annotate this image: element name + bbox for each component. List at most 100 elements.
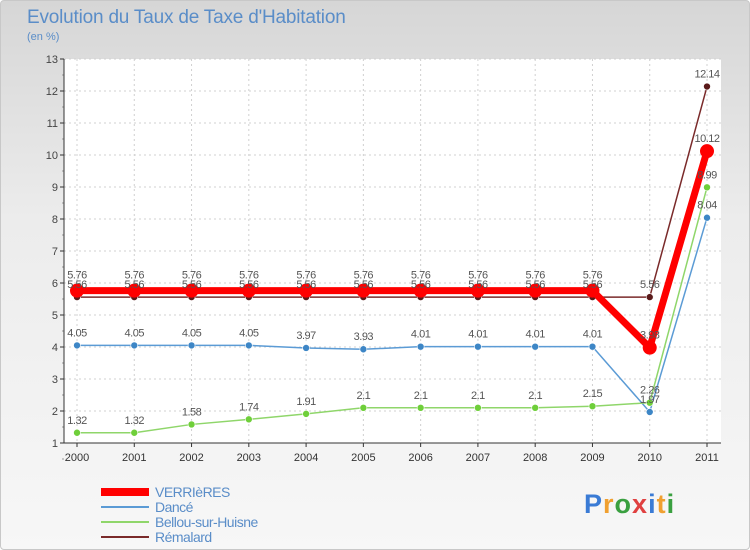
x-tick-label: 2004 bbox=[294, 452, 318, 464]
x-tick-label: 2001 bbox=[122, 452, 146, 464]
data-label-verrieres: 5.76 bbox=[67, 270, 87, 282]
data-label-bellou-sur-huisne: 1.91 bbox=[296, 396, 316, 408]
data-point-bellou-sur-huisne bbox=[245, 415, 253, 424]
y-tick-label: 3 bbox=[52, 374, 58, 386]
data-label-dance: 8.04 bbox=[697, 200, 717, 212]
data-label-remalard: 5.56 bbox=[296, 279, 316, 291]
data-point-remalard bbox=[645, 293, 654, 301]
data-point-bellou-sur-huisne bbox=[73, 428, 81, 437]
series-line-bellou-sur-huisne bbox=[77, 187, 708, 434]
data-label-remalard: 5.56 bbox=[468, 279, 488, 291]
data-label-remalard: 5.56 bbox=[354, 279, 374, 291]
data-label-verrieres: 5.76 bbox=[239, 270, 259, 282]
logo-letter: x bbox=[632, 489, 649, 519]
data-point-dance bbox=[703, 213, 711, 222]
data-point-dance bbox=[645, 408, 654, 416]
data-label-verrieres: 5.76 bbox=[468, 270, 488, 282]
y-tick-label: 10 bbox=[46, 150, 58, 162]
data-point-dance bbox=[73, 341, 81, 350]
x-tick-label: 2006 bbox=[408, 452, 432, 464]
data-label-remalard: 5.56 bbox=[525, 279, 545, 291]
data-point-verrieres bbox=[470, 283, 485, 298]
data-label-bellou-sur-huisne: 2.1 bbox=[356, 390, 370, 402]
data-point-bellou-sur-huisne bbox=[474, 403, 482, 412]
x-tick-label: 2007 bbox=[466, 452, 490, 464]
logo-letter: i bbox=[666, 489, 676, 519]
logo-letter: i bbox=[648, 489, 657, 519]
data-label-remalard: 5.56 bbox=[411, 279, 431, 291]
y-tick-label: 12 bbox=[46, 86, 58, 98]
y-tick-label: 4 bbox=[52, 342, 58, 354]
plot-area bbox=[64, 59, 721, 443]
proxiti-logo: Proxiti bbox=[584, 489, 675, 520]
legend-label: VERRIèRES bbox=[155, 484, 230, 500]
x-tick-label: 2003 bbox=[237, 452, 261, 464]
data-label-remalard: 5.56 bbox=[239, 279, 259, 291]
data-label-dance: 4.05 bbox=[239, 327, 259, 339]
data-label-dance: 3.93 bbox=[354, 331, 374, 343]
data-label-verrieres: 5.76 bbox=[354, 270, 374, 282]
data-point-verrieres bbox=[642, 340, 657, 355]
data-label-remalard: 5.56 bbox=[182, 279, 202, 291]
legend-label: Bellou-sur-Huisne bbox=[155, 514, 258, 530]
x-tick-label: 2005 bbox=[351, 452, 375, 464]
data-point-verrieres bbox=[356, 283, 371, 298]
x-tick-label: 2002 bbox=[179, 452, 203, 464]
y-tick-label: 8 bbox=[52, 214, 58, 226]
legend-swatch bbox=[101, 521, 149, 523]
x-tick-label: 2010 bbox=[637, 452, 661, 464]
data-point-bellou-sur-huisne bbox=[359, 403, 368, 412]
y-tick-label: 2 bbox=[52, 406, 58, 418]
data-point-verrieres bbox=[241, 283, 256, 298]
data-label-remalard: 5.56 bbox=[640, 279, 660, 291]
x-tick-label: 2011 bbox=[695, 452, 719, 464]
data-point-dance bbox=[245, 341, 253, 350]
data-label-remalard: 5.56 bbox=[67, 279, 87, 291]
data-point-dance bbox=[416, 342, 425, 351]
series-line-dance bbox=[77, 217, 708, 413]
data-point-dance bbox=[588, 342, 597, 351]
y-tick-label: 5 bbox=[52, 310, 58, 322]
data-label-verrieres: 5.76 bbox=[125, 270, 145, 282]
x-tick-label: 2000 bbox=[65, 452, 89, 464]
data-label-verrieres: 10.12 bbox=[694, 133, 719, 145]
data-point-dance bbox=[187, 341, 196, 350]
data-label-verrieres: 5.76 bbox=[182, 270, 202, 282]
data-point-dance bbox=[474, 342, 482, 351]
data-point-dance bbox=[302, 344, 310, 352]
data-point-dance bbox=[130, 341, 139, 350]
data-label-remalard: 12.14 bbox=[694, 69, 719, 81]
data-label-dance: 4.01 bbox=[468, 329, 488, 341]
data-label-bellou-sur-huisne: 2.15 bbox=[583, 388, 603, 400]
data-point-dance bbox=[531, 342, 539, 351]
data-label-remalard: 5.56 bbox=[125, 279, 145, 291]
chart-subtitle: (en %) bbox=[27, 31, 60, 43]
data-point-dance bbox=[359, 345, 368, 354]
data-label-verrieres: 5.76 bbox=[411, 270, 431, 282]
y-tick-label: 6 bbox=[52, 278, 58, 290]
data-label-bellou-sur-huisne: 1.32 bbox=[67, 415, 87, 427]
legend-swatch bbox=[101, 488, 149, 496]
data-label-dance: 4.05 bbox=[182, 327, 202, 339]
data-label-bellou-sur-huisne: 2.26 bbox=[640, 385, 660, 397]
data-point-verrieres bbox=[585, 283, 600, 298]
legend-swatch bbox=[101, 536, 149, 538]
data-label-verrieres: 3.98 bbox=[640, 330, 660, 342]
data-label-verrieres: 5.76 bbox=[525, 270, 545, 282]
y-tick-label: 7 bbox=[52, 246, 58, 258]
data-point-verrieres bbox=[528, 283, 543, 298]
x-tick-label: 2008 bbox=[523, 452, 547, 464]
logo-letter: o bbox=[614, 489, 633, 519]
data-point-verrieres bbox=[700, 144, 714, 159]
data-point-bellou-sur-huisne bbox=[645, 398, 654, 407]
data-label-dance: 4.01 bbox=[411, 329, 431, 341]
y-tick-label: 1 bbox=[52, 438, 58, 450]
logo-letter: r bbox=[603, 489, 615, 519]
data-point-bellou-sur-huisne bbox=[588, 402, 597, 411]
data-label-dance: 4.01 bbox=[583, 329, 603, 341]
data-label-bellou-sur-huisne: 2.1 bbox=[414, 390, 428, 402]
legend-label: Rémalard bbox=[155, 529, 212, 545]
data-label-dance: 4.01 bbox=[525, 329, 545, 341]
data-label-dance: 3.97 bbox=[296, 330, 316, 342]
data-label-bellou-sur-huisne: 1.58 bbox=[182, 406, 202, 418]
